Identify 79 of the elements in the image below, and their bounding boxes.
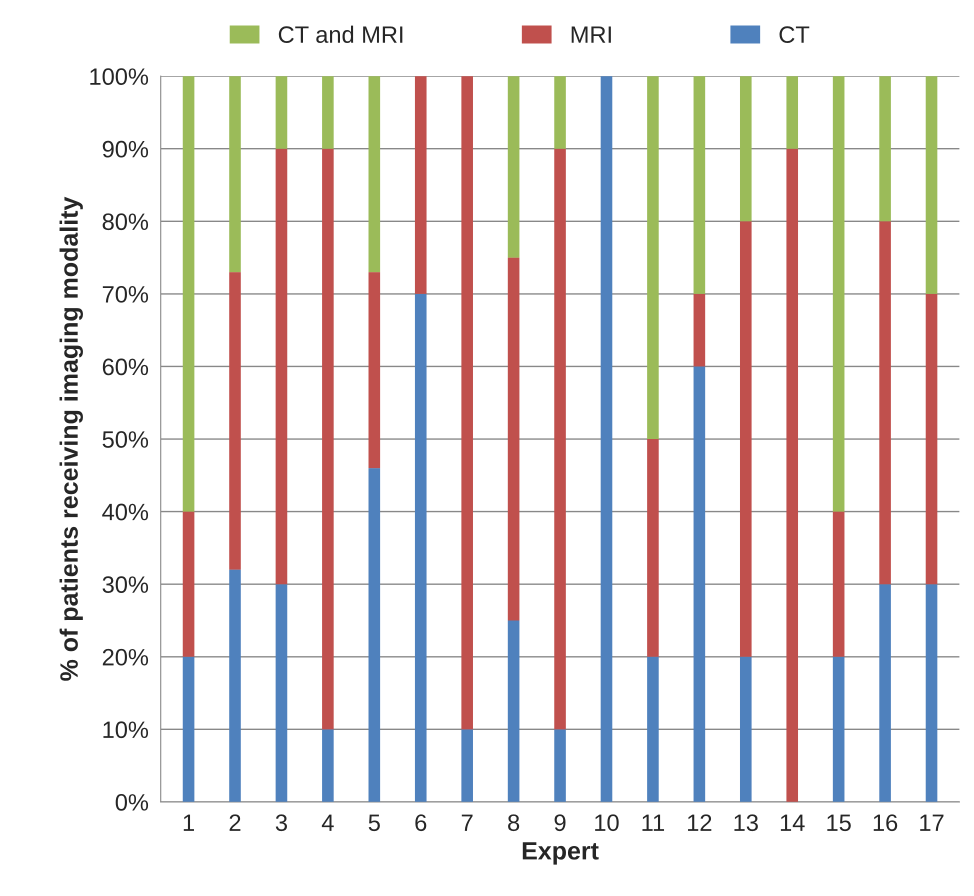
x-tick-label: 13 (734, 814, 758, 832)
x-tick-label: 17 (920, 814, 944, 831)
y-tick-label: 60% (102, 358, 148, 376)
bar (182, 656, 194, 802)
bar (182, 76, 194, 512)
y-tick-label: 0% (116, 794, 148, 811)
bar (786, 76, 798, 149)
bar (554, 729, 566, 802)
x-tick-label: 14 (780, 814, 805, 831)
x-tick-label: 1 (184, 814, 194, 831)
y-tick-label: 20% (102, 648, 148, 666)
bar (182, 512, 194, 657)
bar (740, 656, 752, 802)
bar (554, 148, 566, 730)
bar (461, 76, 473, 730)
bar (786, 148, 798, 802)
x-tick-label: 5 (368, 814, 380, 832)
bar (554, 76, 566, 149)
bar (647, 656, 659, 802)
bar (832, 76, 844, 512)
bar (647, 76, 659, 440)
x-tick-label: 11 (642, 814, 664, 831)
y-tick-label: 30% (102, 576, 148, 593)
bar (879, 221, 891, 584)
y-tick-label: 10% (103, 721, 148, 738)
bar (832, 656, 844, 802)
x-tick-label: 16 (874, 814, 898, 832)
x-tick-label: 8 (508, 814, 520, 832)
y-tick-label: 90% (102, 140, 148, 158)
bar (368, 468, 380, 802)
bar (276, 148, 288, 584)
legend-label: MRI (572, 26, 611, 43)
x-tick-label: 7 (462, 814, 473, 831)
bar (508, 620, 520, 802)
x-axis-title: Expert (522, 842, 599, 865)
bar (414, 294, 427, 802)
bar (322, 76, 334, 149)
bar (694, 76, 706, 294)
y-tick-label: 100% (90, 68, 148, 85)
x-tick-label: 12 (688, 814, 712, 831)
bar (368, 272, 380, 468)
bar (414, 76, 427, 294)
bar (508, 258, 520, 620)
y-tick-label: 80% (102, 213, 148, 230)
bar (832, 512, 844, 657)
bar (322, 148, 334, 730)
bar (229, 76, 241, 272)
bar (508, 76, 520, 258)
bar (461, 729, 473, 802)
bar (740, 221, 752, 657)
x-tick-label: 15 (827, 814, 851, 832)
x-tick-label: 2 (230, 814, 240, 831)
x-tick-label: 10 (595, 814, 619, 832)
bar (879, 584, 891, 802)
legend-label: CT (780, 26, 810, 43)
bar (879, 76, 891, 222)
bar (229, 570, 241, 802)
y-tick-label: 50% (102, 431, 148, 448)
x-tick-label: 4 (322, 814, 334, 831)
bar (368, 76, 380, 272)
bar (322, 729, 334, 802)
bar (276, 76, 288, 149)
bar (926, 76, 938, 294)
bar (926, 584, 938, 802)
bar (276, 584, 288, 802)
bar (647, 439, 659, 657)
y-tick-label: 40% (102, 504, 148, 520)
x-tick-label: 9 (554, 814, 566, 832)
bar (926, 294, 938, 584)
legend-label: CT and MRI (278, 26, 402, 43)
x-tick-label: 6 (415, 814, 426, 832)
bar (600, 76, 612, 802)
bar (694, 366, 706, 802)
bar (740, 76, 752, 222)
y-axis-title: % of patients receiving imaging modality (60, 196, 83, 681)
bar (229, 272, 241, 570)
x-tick-label: 3 (276, 814, 287, 832)
bar (694, 294, 706, 366)
y-tick-label: 70% (102, 286, 148, 303)
